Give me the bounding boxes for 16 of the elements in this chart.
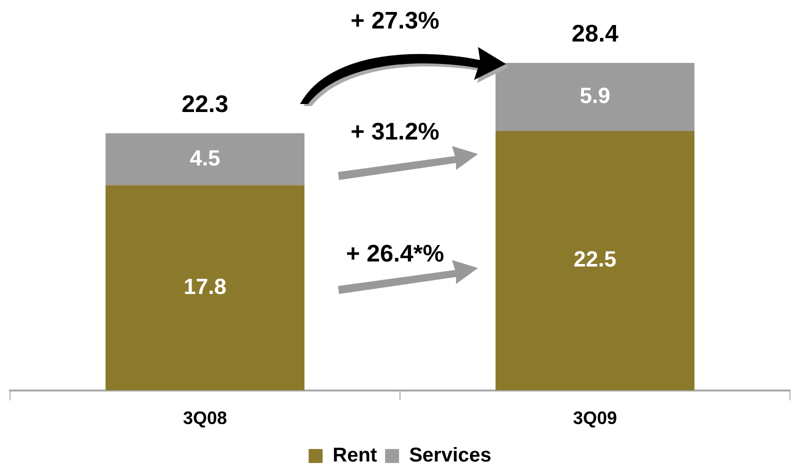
bar (106, 133, 304, 186)
data-label: 17.8 (184, 274, 226, 299)
data-label: 5.9 (580, 83, 610, 108)
legend-label: Rent (332, 444, 378, 467)
text: + 27.3% (350, 8, 440, 35)
x-tick-label: 3Q08 (182, 408, 228, 428)
total-label: 22.3 (182, 90, 228, 118)
data-label: 22.5 (574, 246, 616, 272)
legend-label: Services (409, 444, 492, 467)
total-label: 28.4 (572, 20, 620, 48)
data-label: 4.5 (190, 145, 220, 170)
annotation: + 31.2% (350, 118, 440, 146)
annotation: + 26.4*% (346, 240, 444, 268)
x-tick-label: 3Q09 (572, 408, 618, 428)
bar (106, 185, 304, 390)
bar (496, 130, 694, 390)
